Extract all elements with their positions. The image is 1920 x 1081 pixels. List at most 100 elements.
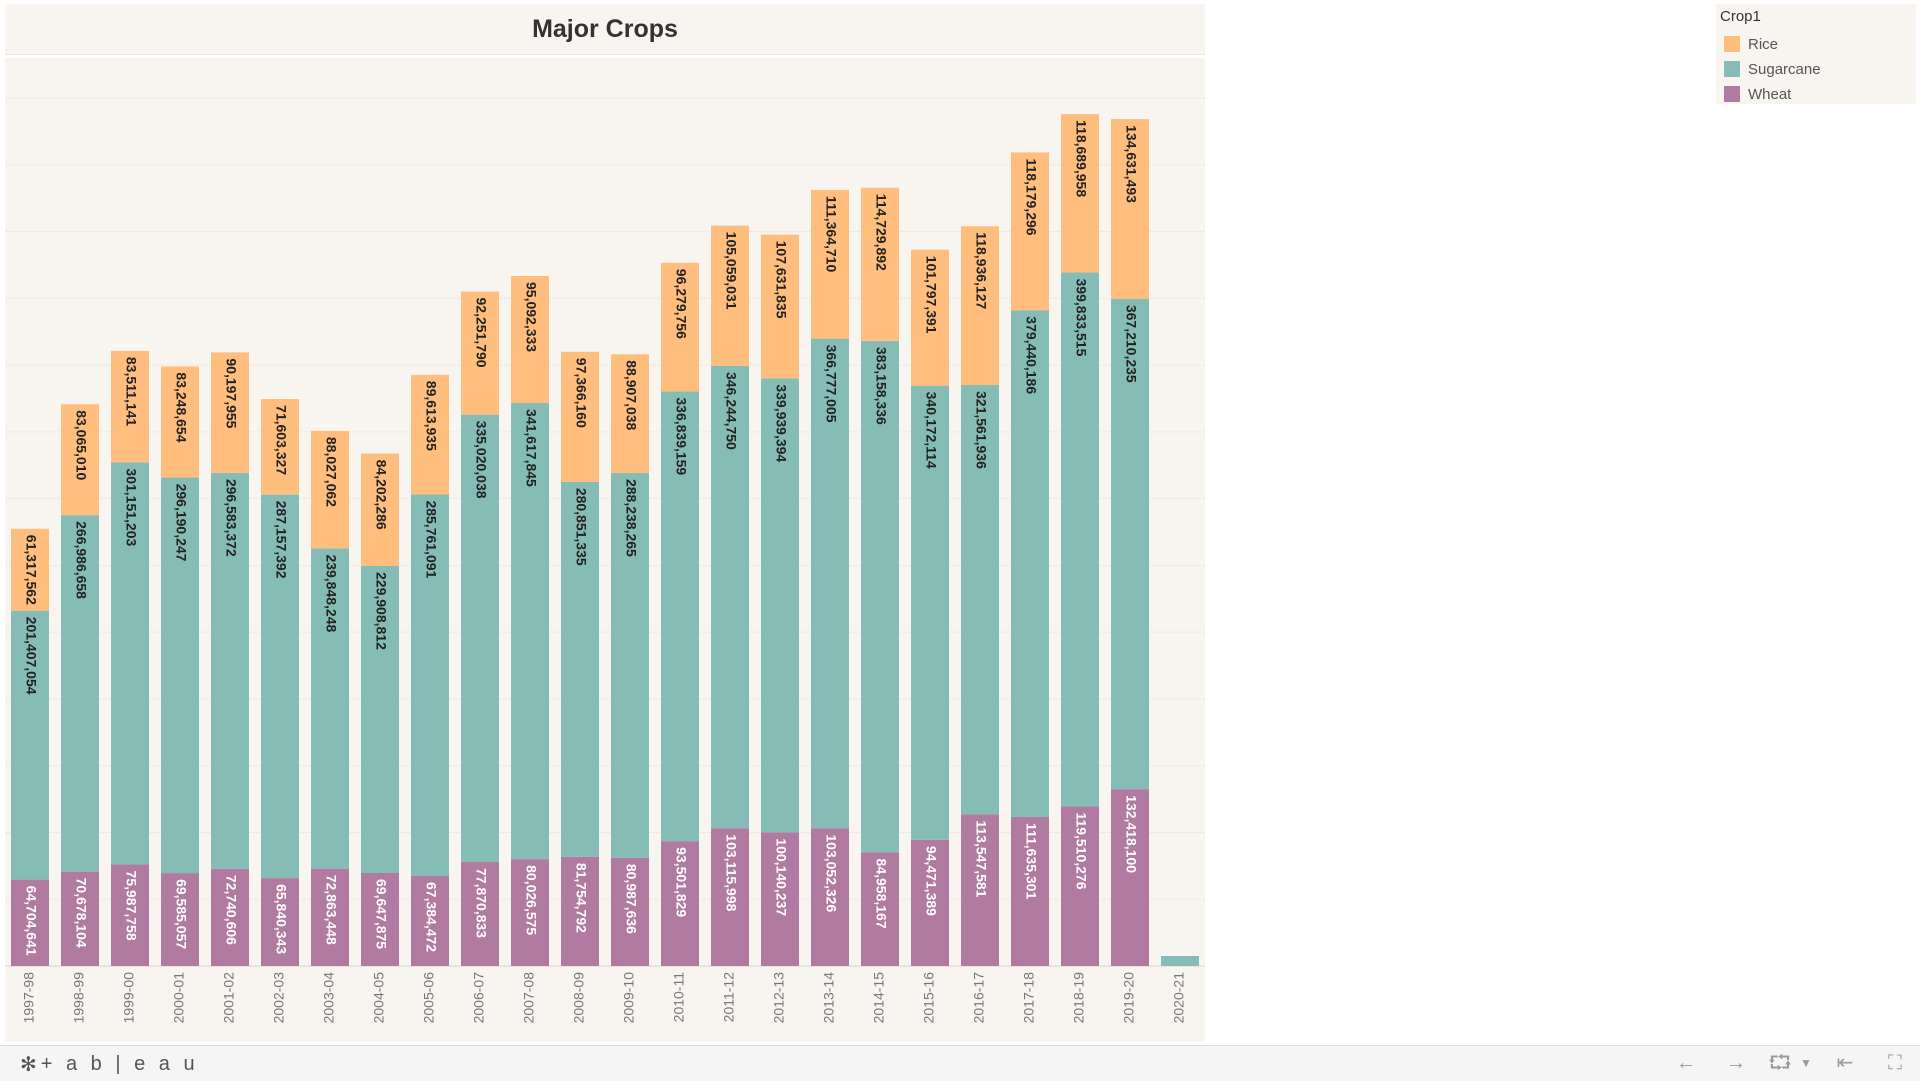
bar-sugarcane-2014-15[interactable] — [861, 340, 899, 853]
bar-rice-2001-02[interactable] — [211, 352, 249, 473]
bar-sugarcane-2009-10[interactable] — [611, 472, 649, 858]
bar-wheat-2011-12[interactable] — [711, 828, 749, 966]
legend: Crop1 Rice Sugarcane Wheat — [1716, 4, 1916, 104]
bar-wheat-2014-15[interactable] — [861, 852, 899, 966]
bar-rice-2014-15[interactable] — [861, 187, 899, 341]
bar-rice-2011-12[interactable] — [711, 225, 749, 366]
bar-sugarcane-2011-12[interactable] — [711, 365, 749, 829]
bar-rice-2016-17[interactable] — [961, 226, 999, 386]
bar-rice-2002-03[interactable] — [261, 399, 299, 495]
bar-sugarcane-2007-08[interactable] — [511, 402, 549, 860]
legend-swatch-rice — [1724, 36, 1740, 52]
bar-wheat-2009-10[interactable] — [611, 857, 649, 966]
legend-title: Crop1 — [1720, 8, 1761, 25]
bar-wheat-1997-98[interactable] — [11, 879, 49, 966]
bar-sugarcane-2012-13[interactable] — [761, 378, 799, 833]
bar-sugarcane-2001-02[interactable] — [211, 472, 249, 869]
bar-wheat-2012-13[interactable] — [761, 832, 799, 966]
bar-rice-1998-99[interactable] — [61, 404, 99, 516]
data-label-rice-2004-05: 84,202,286 — [373, 460, 389, 530]
reset-icon[interactable]: ⇤ — [1836, 1052, 1854, 1074]
bar-rice-2010-11[interactable] — [661, 262, 699, 392]
redo-icon[interactable]: → — [1726, 1052, 1746, 1074]
bar-wheat-2010-11[interactable] — [661, 841, 699, 966]
bar-sugarcane-2010-11[interactable] — [661, 391, 699, 842]
legend-item-sugarcane[interactable]: Sugarcane — [1724, 60, 1821, 78]
fullscreen-icon[interactable]: ⛶ — [1888, 1052, 1902, 1074]
bar-sugarcane-2005-06[interactable] — [411, 494, 449, 877]
bar-wheat-2007-08[interactable] — [511, 859, 549, 966]
data-label-sugarcane-2006-07: 335,020,038 — [473, 421, 489, 499]
bar-sugarcane-2013-14[interactable] — [811, 338, 849, 829]
bar-sugarcane-2019-20[interactable] — [1111, 298, 1149, 790]
x-tick-label-2018-19: 2018-19 — [1071, 972, 1087, 1024]
bar-rice-1999-00[interactable] — [111, 350, 149, 463]
bar-sugarcane-2020-21[interactable] — [1161, 955, 1199, 966]
bar-sugarcane-2000-01[interactable] — [161, 477, 199, 874]
bar-sugarcane-2008-09[interactable] — [561, 481, 599, 857]
bar-sugarcane-2003-04[interactable] — [311, 548, 349, 869]
bar-wheat-2001-02[interactable] — [211, 868, 249, 966]
bar-rice-2006-07[interactable] — [461, 291, 499, 415]
data-label-sugarcane-1998-99: 266,986,658 — [73, 521, 89, 599]
gridlines — [5, 97, 1205, 967]
bar-wheat-1999-00[interactable] — [111, 864, 149, 966]
bar-rice-2017-18[interactable] — [1011, 152, 1049, 311]
legend-label-sugarcane: Sugarcane — [1748, 60, 1821, 78]
bar-sugarcane-1997-98[interactable] — [11, 610, 49, 880]
revert-dropdown-icon[interactable]: ▼ — [1800, 1056, 1812, 1070]
bar-wheat-2013-14[interactable] — [811, 828, 849, 966]
bar-rice-2013-14[interactable] — [811, 189, 849, 339]
bar-rice-2008-09[interactable] — [561, 351, 599, 482]
legend-item-rice[interactable]: Rice — [1724, 35, 1778, 53]
x-tick-label-2010-11: 2010-11 — [671, 972, 687, 1023]
x-tick-label-2011-12: 2011-12 — [721, 972, 737, 1023]
revert-icon[interactable]: ⮔ — [1768, 1052, 1792, 1074]
bar-sugarcane-2004-05[interactable] — [361, 566, 399, 873]
bar-rice-2009-10[interactable] — [611, 354, 649, 473]
chart-title: Major Crops — [532, 14, 678, 43]
bar-wheat-2002-03[interactable] — [261, 878, 299, 966]
bar-wheat-2017-18[interactable] — [1011, 816, 1049, 966]
bar-wheat-2018-19[interactable] — [1061, 806, 1099, 966]
data-label-rice-1997-98: 61,317,562 — [23, 535, 39, 605]
bar-rice-2000-01[interactable] — [161, 366, 199, 478]
bar-rice-2003-04[interactable] — [311, 430, 349, 549]
bar-wheat-2004-05[interactable] — [361, 872, 399, 966]
tableau-logo[interactable]: ✻ + a b | e a u — [20, 1052, 199, 1077]
bar-rice-2012-13[interactable] — [761, 234, 799, 379]
data-label-wheat-2010-11: 93,501,829 — [673, 847, 689, 917]
bar-rice-1997-98[interactable] — [11, 528, 49, 611]
bar-wheat-2015-16[interactable] — [911, 839, 949, 966]
bar-wheat-2019-20[interactable] — [1111, 789, 1149, 966]
data-label-rice-2002-03: 71,603,327 — [273, 405, 289, 475]
bar-rice-2007-08[interactable] — [511, 276, 549, 403]
bar-rice-2005-06[interactable] — [411, 374, 449, 495]
bar-sugarcane-2002-03[interactable] — [261, 494, 299, 879]
bar-wheat-2005-06[interactable] — [411, 876, 449, 966]
bar-rice-2018-19[interactable] — [1061, 114, 1099, 273]
bar-sugarcane-1998-99[interactable] — [61, 515, 99, 872]
data-label-wheat-2003-04: 72,863,448 — [323, 875, 339, 945]
bar-wheat-2003-04[interactable] — [311, 868, 349, 966]
bar-wheat-2008-09[interactable] — [561, 856, 599, 966]
undo-icon[interactable]: ← — [1676, 1052, 1696, 1074]
bar-sugarcane-2016-17[interactable] — [961, 385, 999, 815]
bar-sugarcane-2017-18[interactable] — [1011, 310, 1049, 817]
bar-wheat-2006-07[interactable] — [461, 862, 499, 966]
data-label-sugarcane-2003-04: 239,848,248 — [323, 554, 339, 632]
bar-rice-2019-20[interactable] — [1111, 119, 1149, 299]
legend-item-wheat[interactable]: Wheat — [1724, 85, 1791, 103]
bar-rice-2004-05[interactable] — [361, 453, 399, 567]
bar-sugarcane-2018-19[interactable] — [1061, 272, 1099, 807]
bar-sugarcane-1999-00[interactable] — [111, 462, 149, 865]
data-label-wheat-2014-15: 84,958,167 — [873, 859, 889, 929]
bar-sugarcane-2006-07[interactable] — [461, 414, 499, 863]
bar-wheat-2000-01[interactable] — [161, 873, 199, 966]
bar-sugarcane-2015-16[interactable] — [911, 385, 949, 840]
bar-wheat-1998-99[interactable] — [61, 871, 99, 966]
x-tick-label-2000-01: 2000-01 — [171, 972, 187, 1024]
bar-wheat-2016-17[interactable] — [961, 814, 999, 966]
data-label-wheat-2018-19: 119,510,276 — [1073, 812, 1089, 889]
bar-rice-2015-16[interactable] — [911, 249, 949, 386]
